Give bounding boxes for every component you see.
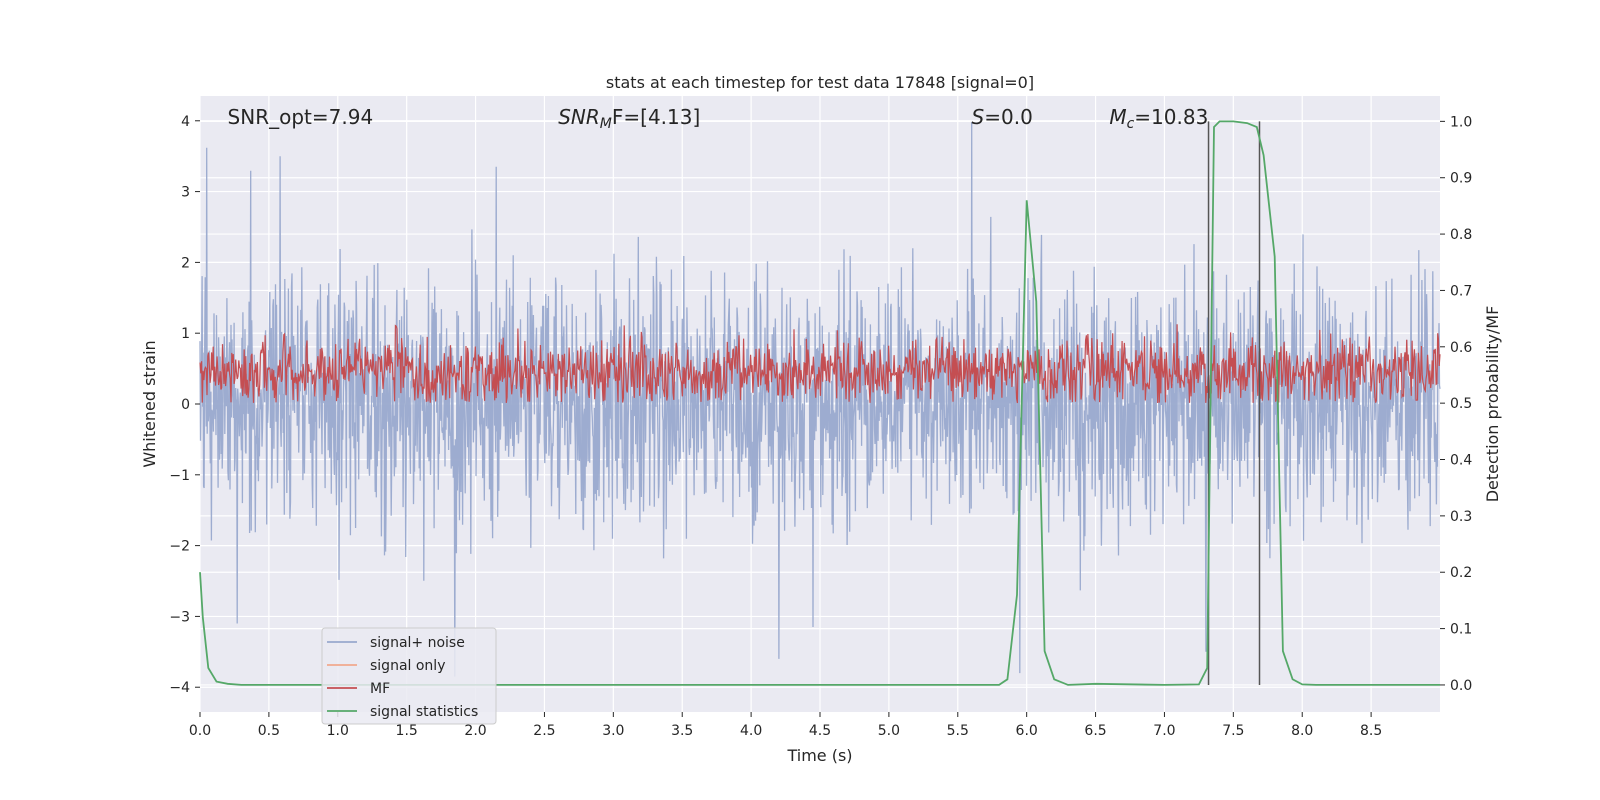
- y2-tick-label-1: 0.1: [1450, 622, 1472, 638]
- x-tick-label-3: 1.5: [396, 723, 418, 739]
- y2-tick-label-0: 0.0: [1450, 678, 1472, 694]
- y2-tick-label-2: 0.2: [1450, 565, 1472, 581]
- line-signal-statistics: [199, 120, 1440, 686]
- x-tick-label-7: 3.5: [671, 723, 693, 739]
- annotation-3: Mc=10.83: [1109, 105, 1208, 132]
- left-axis: −4 −3 −2 −1 0 1 2 3 4: [169, 114, 200, 696]
- y2-tick-label-10: 1.0: [1450, 114, 1472, 130]
- y-tick-label-6: 2: [181, 255, 190, 271]
- chart-title: stats at each timestep for test data 178…: [606, 73, 1034, 92]
- x-tick-label-17: 8.5: [1360, 723, 1382, 739]
- line-mf: [199, 324, 1441, 404]
- legend-label-1: signal only: [370, 658, 445, 674]
- x-tick-label-1: 0.5: [258, 723, 280, 739]
- series-signal-statistics: [199, 120, 1440, 686]
- x-axis: 0.0 0.5 1.0 1.5 2.0 2.5 3.0 3.5 4.0 4.5 5.0 5.5 6.0 6…: [189, 712, 1382, 739]
- legend-label-2: MF: [370, 681, 390, 697]
- x-tick-label-4: 2.0: [464, 723, 486, 739]
- legend: signal+ noise signal only MF signal statist…: [321, 627, 497, 725]
- x-tick-label-10: 5.0: [878, 723, 900, 739]
- y2-tick-label-6: 0.6: [1450, 340, 1472, 356]
- y2-tick-label-5: 0.5: [1450, 396, 1472, 412]
- x-tick-label-0: 0.0: [189, 723, 211, 739]
- y-axis-label: Whitened strain: [140, 340, 159, 467]
- y2-tick-label-3: 0.3: [1450, 509, 1472, 525]
- annotation-1: SNRMF=[4.13]: [558, 105, 700, 132]
- x-tick-label-8: 4.0: [740, 723, 762, 739]
- y2-tick-label-9: 0.9: [1450, 171, 1472, 187]
- x-tick-label-5: 2.5: [533, 723, 555, 739]
- y-tick-label-0: −4: [169, 680, 190, 696]
- legend-label-3: signal statistics: [370, 704, 478, 720]
- x-tick-label-15: 7.5: [1222, 723, 1244, 739]
- x-tick-label-11: 5.5: [947, 723, 969, 739]
- x-tick-label-13: 6.5: [1084, 723, 1106, 739]
- y-tick-label-5: 1: [181, 326, 190, 342]
- x-tick-label-12: 6.0: [1016, 723, 1038, 739]
- x-tick-label-9: 4.5: [809, 723, 831, 739]
- annotation-2: S=0.0: [972, 105, 1033, 129]
- y2-axis-label: Detection probability/MF: [1483, 306, 1502, 503]
- x-tick-label-2: 1.0: [327, 723, 349, 739]
- x-axis-label: Time (s): [786, 746, 852, 765]
- y-tick-label-4: 0: [181, 397, 190, 413]
- x-tick-label-16: 8.0: [1291, 723, 1313, 739]
- annotations: SNR_opt=7.94 SNRMF=[4.13] S=0.0 Mc=10.83: [228, 105, 1209, 132]
- y2-tick-label-8: 0.8: [1450, 227, 1472, 243]
- annotation-0: SNR_opt=7.94: [228, 105, 374, 129]
- line-signal-noise: [199, 122, 1441, 677]
- legend-label-0: signal+ noise: [370, 635, 465, 651]
- y2-tick-label-4: 0.4: [1450, 453, 1472, 469]
- x-tick-label-6: 3.0: [602, 723, 624, 739]
- series-signal-noise: [199, 122, 1441, 677]
- series-mf: [199, 324, 1441, 404]
- y-tick-label-1: −3: [169, 609, 190, 625]
- y-tick-label-3: −1: [169, 468, 190, 484]
- legend-box: [321, 627, 497, 725]
- y2-tick-label-7: 0.7: [1450, 283, 1472, 299]
- y-tick-label-2: −2: [169, 539, 190, 555]
- right-axis: 0.0 0.1 0.2 0.3 0.4 0.5 0.6 0.7 0.8 0.9 1.0: [1440, 114, 1472, 694]
- y-tick-label-7: 3: [181, 185, 190, 201]
- y-tick-label-8: 4: [181, 114, 190, 130]
- x-tick-label-14: 7.0: [1153, 723, 1175, 739]
